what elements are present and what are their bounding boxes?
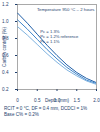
svg-text:0: 0 <box>16 98 19 103</box>
svg-text:Pc = 1.2% reference: Pc = 1.2% reference <box>40 33 79 39</box>
svg-text:1.2: 1.2 <box>2 2 9 7</box>
svg-text:0.2: 0.2 <box>2 87 9 92</box>
html-text:RCIT = 0 °C, DF = 0.4 mm, DCDC: RCIT = 0 °C, DF = 0.4 mm, DCDCI = 1% <box>4 106 88 111</box>
svg-text:1.5: 1.5 <box>74 98 81 103</box>
svg-text:Depth (mm): Depth (mm) <box>45 98 70 103</box>
svg-text:0.4: 0.4 <box>2 70 9 75</box>
svg-text:Pc = 1.3%: Pc = 1.3% <box>40 28 60 34</box>
svg-text:Carbon content (%): Carbon content (%) <box>2 27 7 67</box>
svg-text:Pc = 1.1%: Pc = 1.1% <box>40 39 59 44</box>
svg-text:2.0: 2.0 <box>93 98 100 103</box>
svg-text:0.5: 0.5 <box>34 98 41 103</box>
svg-text:Temperature 950 °C – 2 hours: Temperature 950 °C – 2 hours <box>37 7 95 12</box>
html-text:Base C% = 0.2%: Base C% = 0.2% <box>4 111 39 117</box>
svg-text:1.0: 1.0 <box>2 19 9 24</box>
